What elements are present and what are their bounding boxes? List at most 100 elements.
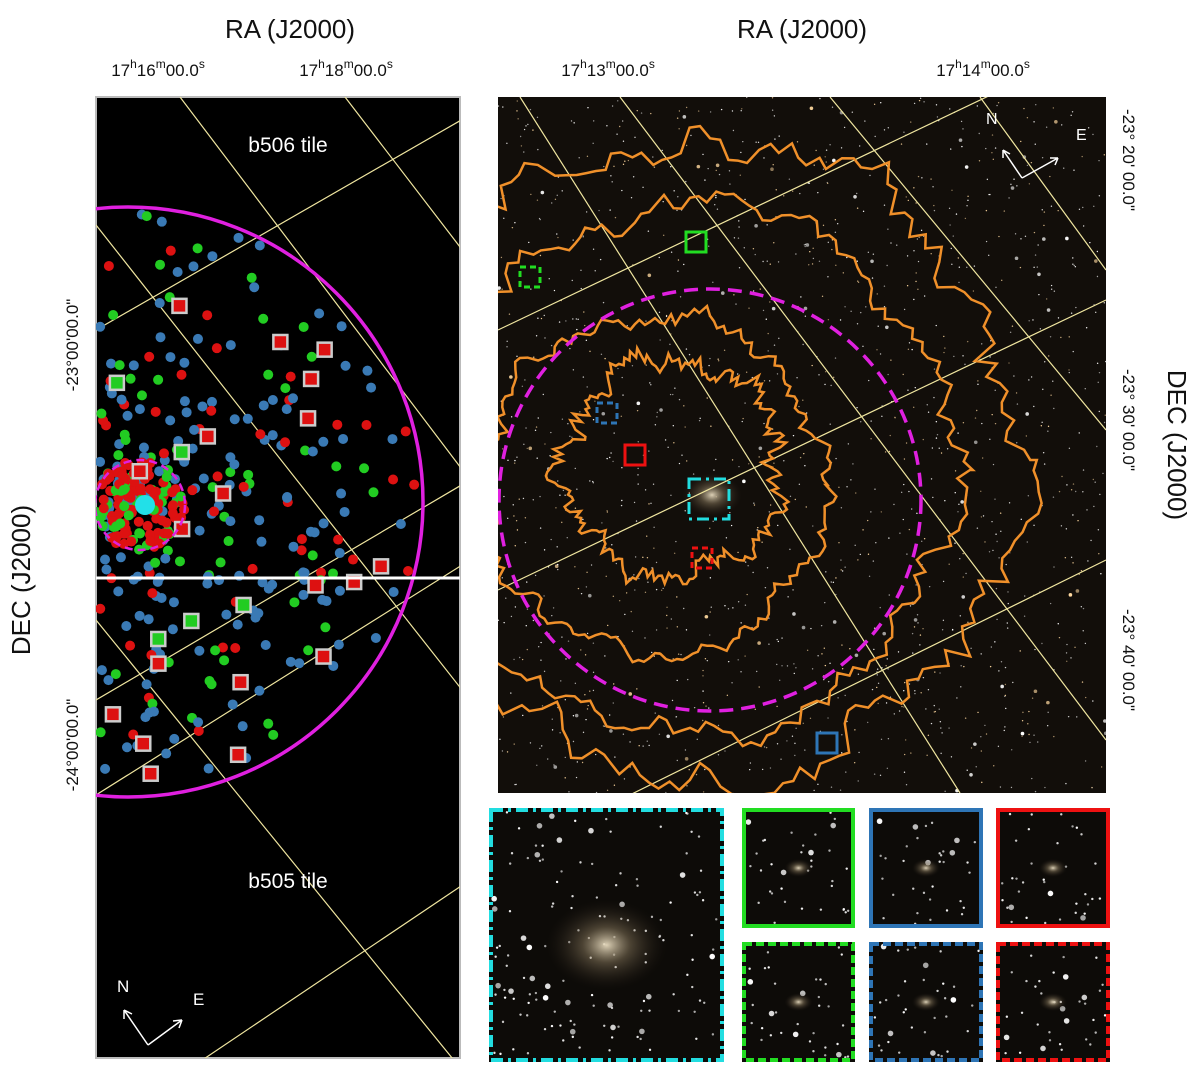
star — [756, 529, 758, 531]
star — [494, 955, 497, 958]
source — [246, 272, 257, 283]
star — [550, 344, 553, 347]
star — [844, 1056, 847, 1059]
star — [776, 373, 779, 375]
star — [908, 683, 911, 685]
star — [1068, 369, 1070, 371]
star — [887, 668, 889, 670]
star — [526, 1014, 529, 1017]
star — [753, 502, 755, 504]
star — [630, 610, 632, 613]
star — [517, 118, 519, 120]
star — [578, 157, 580, 159]
source — [243, 469, 254, 480]
galaxy — [682, 473, 742, 517]
star — [1029, 954, 1033, 957]
source — [148, 706, 159, 717]
star — [709, 357, 711, 360]
star — [661, 149, 663, 152]
star — [1020, 238, 1022, 240]
star — [840, 507, 843, 509]
source — [134, 528, 145, 539]
source — [100, 763, 111, 774]
star — [1049, 175, 1051, 178]
star — [1061, 124, 1063, 126]
star — [561, 636, 563, 638]
star — [556, 837, 563, 843]
star — [871, 688, 874, 691]
star — [996, 618, 998, 621]
star — [1065, 528, 1068, 530]
star — [966, 861, 969, 864]
star — [775, 189, 777, 191]
star — [749, 762, 752, 764]
star — [876, 686, 878, 689]
star — [729, 183, 731, 185]
star — [1058, 490, 1061, 493]
compass-east: E — [1076, 127, 1087, 144]
star — [954, 492, 956, 494]
source — [156, 216, 167, 227]
star — [498, 944, 501, 948]
star — [873, 627, 876, 629]
star — [715, 169, 717, 172]
star — [934, 710, 937, 713]
star — [702, 675, 704, 677]
star — [524, 379, 526, 381]
star — [505, 964, 508, 968]
star — [997, 745, 1000, 748]
star — [538, 217, 541, 220]
star — [770, 863, 773, 866]
star — [556, 546, 558, 548]
star — [539, 527, 542, 529]
source — [165, 415, 176, 426]
star — [989, 665, 992, 668]
star — [580, 649, 582, 651]
star — [809, 250, 811, 253]
star — [1082, 491, 1084, 493]
star — [908, 490, 910, 493]
star — [502, 716, 505, 718]
star — [622, 394, 624, 396]
star — [747, 565, 749, 567]
star — [528, 446, 533, 451]
star — [832, 376, 835, 379]
cutout-frame — [996, 808, 1110, 928]
star — [1098, 159, 1100, 162]
star — [666, 734, 670, 739]
star — [990, 646, 993, 648]
star — [857, 559, 859, 561]
star — [702, 153, 704, 156]
source — [106, 358, 117, 369]
star — [926, 143, 928, 145]
star — [702, 791, 705, 793]
source — [215, 557, 226, 568]
star — [644, 489, 647, 491]
star — [510, 416, 513, 418]
star — [914, 690, 916, 692]
star — [622, 733, 625, 735]
star — [529, 108, 532, 111]
star — [912, 824, 919, 830]
star — [556, 194, 558, 196]
star — [1098, 371, 1101, 374]
source — [229, 459, 240, 470]
star — [945, 1015, 948, 1018]
star — [582, 376, 585, 378]
source — [128, 360, 139, 371]
star — [551, 614, 553, 617]
cutout-frame — [742, 942, 855, 1062]
star — [826, 182, 829, 185]
source — [128, 574, 139, 585]
dec-tick-label: -23° 20' 00.0" — [1119, 109, 1138, 211]
star — [916, 614, 919, 616]
grid-line — [96, 619, 453, 1058]
star — [612, 683, 615, 685]
star — [1016, 442, 1018, 444]
star — [1037, 244, 1039, 246]
star — [551, 729, 554, 731]
star — [1030, 376, 1033, 378]
star — [1042, 878, 1045, 881]
grid-line — [96, 120, 460, 331]
star — [887, 228, 889, 230]
